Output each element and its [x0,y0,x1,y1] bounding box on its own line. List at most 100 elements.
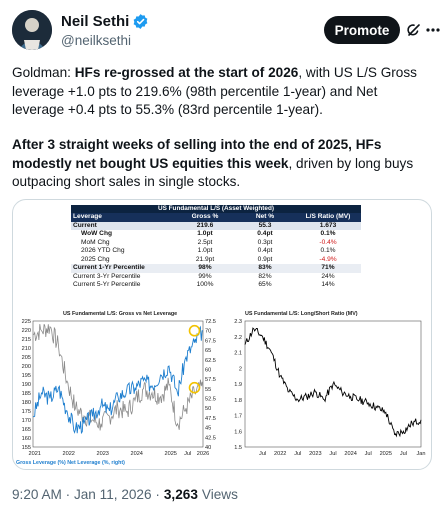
x-tick-label: 2026 [197,451,209,457]
table-cell: Current 5-Yr Percentile [73,281,141,288]
y-right-tick-label: 72.5 [205,319,216,325]
more-icon[interactable] [426,22,440,38]
x-tick-label: 2021 [28,451,40,457]
table-header: Net % [255,213,275,220]
table-cell: 24% [321,272,335,280]
y-right-tick-label: 57.5 [205,377,216,383]
net-highlight-circle [188,381,201,394]
table-cell: Current 3-Yr Percentile [73,272,141,280]
x-tick-label: Jul [400,451,407,457]
plot-frame [244,320,422,448]
table-cell: 2.5pt [197,238,213,246]
y-left-tick-label: 180 [22,400,31,406]
grok-icon[interactable] [406,22,422,38]
table-cell: 1.673 [319,221,337,229]
x-tick-label: 2022 [62,451,74,457]
x-tick-label: 2024 [344,451,356,457]
table-row: 2026 YTD Chg 1.0pt 0.4pt 0.1% [71,247,361,256]
y-tick-label: 2.2 [234,335,242,341]
tweet-meta: 9:20 AM · Jan 11, 2026 · 3,263 Views [12,487,238,502]
ls-ratio-line [244,327,422,438]
table-title: US Fundamental L/S (Asset Weighted) [71,205,361,213]
table-cell: 21.9pt [195,255,215,263]
table-header-row: Leverage Gross % Net % L/S Ratio (MV) [71,213,361,222]
x-tick-label: 2025 [164,451,176,457]
table-cell: -4.9% [319,255,337,263]
author-handle[interactable]: @neilksethi [61,33,131,48]
table-row: Current 3-Yr Percentile 99% 82% 24% [71,273,361,282]
gross-leverage-line [32,325,204,435]
y-left-tick-label: 185 [22,391,31,397]
tweet-media-image[interactable]: US Fundamental L/S (Asset Weighted) Leve… [12,199,432,470]
tweet-text-bold: HFs re-grossed at the start of 2026 [74,65,299,80]
y-right-tick-label: 40 [205,445,211,451]
table-cell: 65% [258,281,272,288]
table-row: Current 219.6 55.3 1.673 [71,221,361,230]
timestamp[interactable]: 9:20 AM · Jan 11, 2026 · [12,487,160,502]
tweet-text-bold: After 3 straight weeks of selling into t… [12,137,382,171]
table-cell: 98% [198,264,212,271]
verified-badge-icon [132,13,149,30]
y-left-tick-label: 175 [22,409,31,415]
y-tick-label: 1.7 [234,414,242,420]
table-cell: 0.3pt [257,238,273,246]
y-right-tick-label: 65 [205,348,211,354]
tweet-text: , with US L/S Gross leverage +1.0 pts to… [12,65,417,118]
chart-legend: Gross Leverage (%) Net Leverage (%, righ… [16,460,125,466]
table-cell: Current [73,221,97,229]
y-left-tick-label: 215 [22,337,31,343]
table-cell: MoM Chg [81,238,110,246]
table-cell: 14% [321,281,335,288]
x-tick-label: 2023 [309,451,321,457]
author-name[interactable]: Neil Sethi [61,13,130,30]
y-left-tick-label: 155 [22,445,31,451]
y-left-tick-label: 165 [22,427,31,433]
y-left-tick-label: 225 [22,319,31,325]
x-tick-label: 2023 [96,451,108,457]
y-right-tick-label: 42.5 [205,435,216,441]
table-cell: WoW Chg [81,230,113,237]
table-header: Leverage [73,213,102,220]
y-right-tick-label: 67.5 [205,338,216,344]
tweet-text: , driven by long buys outpacing short sa… [12,155,414,190]
gross-highlight-circle [188,324,201,337]
x-tick-label: Jul [329,451,336,457]
x-tick-label: Jan [416,451,425,457]
gross-net-chart: US Fundamental L/S: Gross vs Net Leverag… [13,304,225,469]
table-cell: 1.0pt [197,230,213,237]
ls-ratio-chart-svg: US Fundamental L/S: Long/Short Ratio (MV… [234,311,425,457]
table-cell: 99% [198,272,212,280]
y-tick-label: 2.1 [234,351,242,357]
views-count: 3,263 [163,487,198,502]
y-tick-label: 1.6 [234,429,242,435]
y-left-tick-label: 200 [22,364,31,370]
y-right-tick-label: 60 [205,367,211,373]
ls-ratio-chart: US Fundamental L/S: Long/Short Ratio (MV… [225,304,431,469]
promote-button[interactable]: Promote [324,16,400,44]
table-row: Current 5-Yr Percentile 100% 65% 14% [71,281,361,290]
table-cell: 100% [196,281,214,288]
table-cell: 0.1% [320,247,336,254]
table-cell: 219.6 [196,221,214,229]
table-cell: 71% [321,264,335,271]
x-tick-label: Jul [365,451,372,457]
y-right-tick-label: 52.5 [205,397,216,403]
avatar[interactable] [12,10,52,50]
table-row: Current 1-Yr Percentile 98% 83% 71% [71,264,361,273]
y-left-tick-label: 210 [22,346,31,352]
y-right-tick-label: 50 [205,406,211,412]
y-left-tick-label: 195 [22,373,31,379]
x-tick-label: Jul [184,451,191,457]
table-header: Gross % [191,213,219,220]
table-header: L/S Ratio (MV) [305,213,351,220]
x-tick-label: 2022 [274,451,286,457]
y-right-tick-label: 55 [205,387,211,393]
tweet-paragraph-2: After 3 straight weeks of selling into t… [12,136,430,192]
tweet-text: Goldman: [12,65,75,80]
leverage-table: US Fundamental L/S (Asset Weighted) Leve… [71,205,361,290]
y-right-tick-label: 62.5 [205,358,216,364]
chart-title: US Fundamental L/S: Gross vs Net Leverag… [63,311,177,317]
chart-title: US Fundamental L/S: Long/Short Ratio (MV… [245,311,358,317]
table-cell: 0.9pt [257,255,273,263]
y-tick-label: 1.8 [234,398,242,404]
